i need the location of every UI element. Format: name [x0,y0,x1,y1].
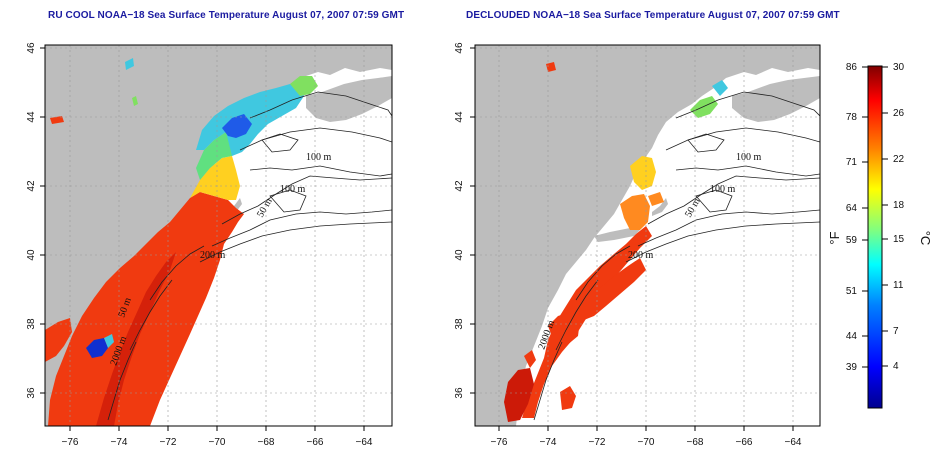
lon-tick-label: −68 [258,437,275,448]
contour-label: 100 m [736,152,762,163]
lon-tick-label: −68 [687,437,704,448]
lat-tick-label: 36 [454,387,465,399]
left-map-frame [44,44,393,427]
fahrenheit-tick-label: 64 [846,203,858,214]
fahrenheit-tick-label: 86 [846,62,858,73]
fahrenheit-tick-label: 51 [846,286,858,297]
celsius-tick-label: 4 [893,361,899,372]
right-sst-patch [546,62,556,72]
left-land [45,45,392,426]
lon-tick-label: −76 [491,437,508,448]
lon-tick-label: −72 [589,437,606,448]
lat-tick-label: 36 [26,387,37,399]
right-sst-green [690,96,718,118]
left-sst-gulf-maine [196,82,304,156]
right-map-title: DECLOUDED NOAA−18 Sea Surface Temperatur… [466,10,840,21]
contour-label: 100 m [306,152,332,163]
lon-tick-label: −64 [356,437,373,448]
left-bathymetry-contours [107,91,392,421]
right-sst-warm-blob [548,312,580,346]
left-sst-cold-pool [86,338,108,358]
left-y-ticks [40,47,45,394]
fahrenheit-tick-label: 78 [846,112,858,123]
right-sst-orange [620,194,650,230]
lat-tick-label: 46 [26,42,37,54]
right-sst-bay [524,350,536,368]
fahrenheit-tick-label: 39 [846,362,858,373]
left-x-ticks [69,426,365,431]
celsius-tick-label: 11 [893,280,904,291]
left-sst-bay [45,318,72,362]
lat-tick-label: 40 [454,249,465,261]
left-sst-patch [50,116,64,124]
right-sst-cool [712,80,728,96]
contour-label: 100 m [280,184,306,195]
left-map-title: RU COOL NOAA−18 Sea Surface Temperature … [48,10,405,21]
celsius-tick-label: 15 [893,234,905,245]
right-gridlines [475,45,820,426]
contour-label: 200 m [628,250,654,261]
lat-tick-label: 40 [26,249,37,261]
right-sst-map: 100 m 100 m 50 m 200 m 2000 m −76 −74 −7… [454,42,821,448]
fahrenheit-tick-label: 71 [846,157,858,168]
lon-tick-label: −64 [785,437,802,448]
lon-tick-label: −76 [62,437,79,448]
lon-tick-label: −70 [209,437,226,448]
celsius-tick-label: 18 [893,200,905,211]
celsius-tick-label: 22 [893,154,905,165]
left-sst-gulf-cold [222,114,252,138]
left-nova-scotia [306,76,392,122]
lat-tick-label: 38 [26,318,37,330]
colorbar-ticks [862,66,888,368]
lon-tick-label: −74 [111,437,128,448]
left-sst-mid [190,156,240,200]
fahrenheit-tick-label: 44 [846,331,858,342]
contour-label: 100 m [710,184,736,195]
celsius-unit-label: °C [918,231,933,246]
lon-tick-label: −66 [307,437,324,448]
celsius-tick-label: 30 [893,62,905,73]
lat-tick-label: 42 [454,180,465,192]
right-nova-scotia [732,76,820,122]
right-cape-cod [652,198,668,216]
lat-tick-label: 44 [26,111,37,123]
lat-tick-label: 44 [454,111,465,123]
right-x-ticks [498,426,794,431]
lat-tick-label: 42 [26,180,37,192]
contour-label: 200 m [200,250,226,261]
fahrenheit-tick-label: 59 [846,235,858,246]
left-sst-map: 100 m 100 m 50 m 200 m 50 m 2000 m −76 −… [26,42,393,448]
left-sst-cool-rim [104,334,114,348]
right-map-frame [474,44,821,427]
lat-tick-label: 46 [454,42,465,54]
right-land [475,45,820,426]
left-sst-patch [132,96,138,106]
lon-tick-label: −74 [540,437,557,448]
right-sst-patch [648,192,664,206]
fahrenheit-unit-label: °F [827,231,842,244]
lon-tick-label: −66 [736,437,753,448]
right-long-island [594,228,640,242]
lon-tick-label: −70 [638,437,655,448]
right-sst-mid [630,156,656,190]
left-sst-patch [125,58,134,70]
colorbar-gradient [867,65,883,409]
right-y-ticks [470,47,475,394]
sst-colorbar: 86 78 71 64 59 51 44 39 30 26 22 18 15 1… [827,62,933,409]
left-gridlines [45,45,392,426]
lat-tick-label: 38 [454,318,465,330]
celsius-tick-label: 7 [893,326,899,337]
celsius-tick-label: 26 [893,108,905,119]
left-sst-hot [96,252,176,426]
right-sst-warm-east [584,258,646,320]
left-sst-green [196,132,234,180]
right-bathymetry-contours [533,91,820,421]
right-sst-hot [504,368,534,422]
lon-tick-label: −72 [160,437,177,448]
right-sst-south [560,386,576,410]
left-sst-north-green [290,76,318,96]
